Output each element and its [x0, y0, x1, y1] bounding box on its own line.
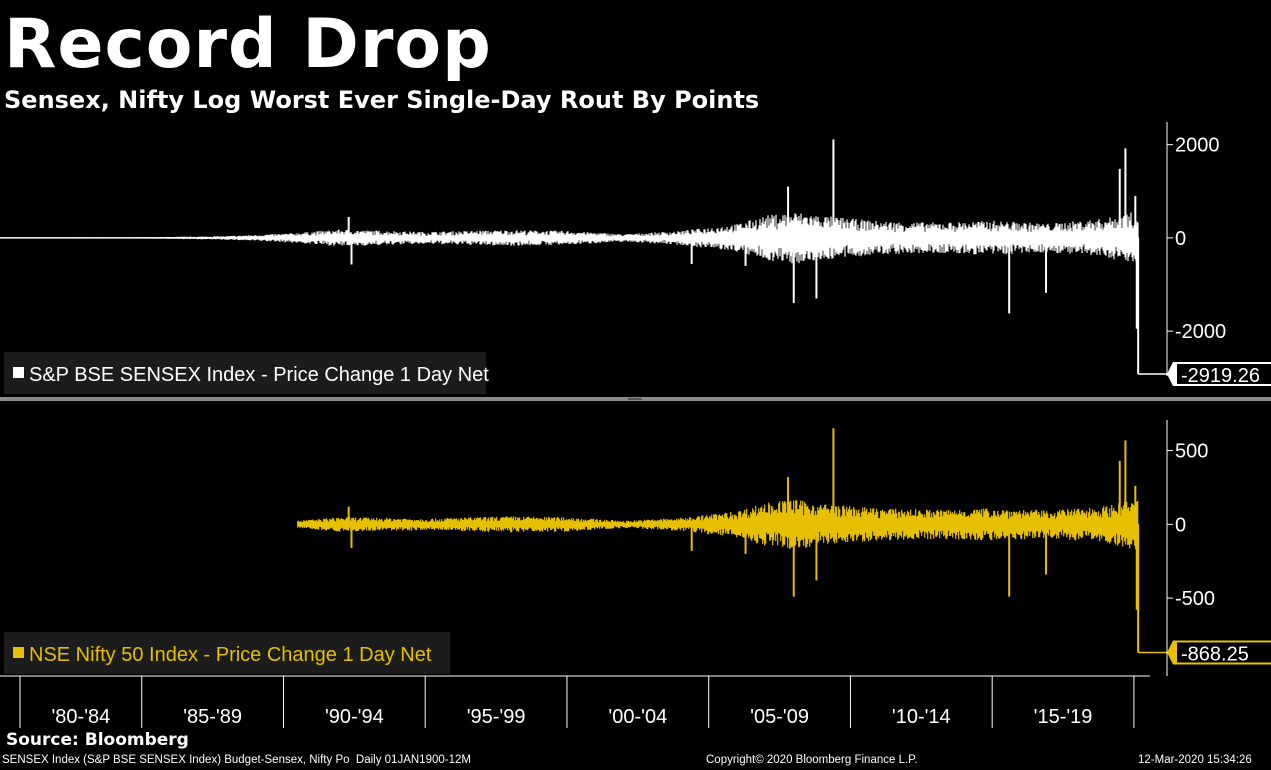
- nifty-last-value-box: [1177, 642, 1271, 663]
- nifty-last-value-label: -868.25: [1181, 643, 1249, 665]
- nifty-legend-box: [4, 632, 450, 674]
- nifty-y-tick-label: 0: [1175, 514, 1186, 536]
- x-tick-label: '15-'19: [1034, 706, 1093, 728]
- x-tick-label: '10-'14: [892, 706, 951, 728]
- sensex-y-tick-label: 0: [1175, 228, 1186, 250]
- sensex-legend-label: S&P BSE SENSEX Index - Price Change 1 Da…: [29, 364, 489, 386]
- sensex-y-tick-label: -2000: [1175, 321, 1226, 343]
- sensex-last-value-label: -2919.26: [1181, 365, 1260, 387]
- source-label: Source: Bloomberg: [6, 730, 189, 750]
- x-tick-label: '00-'04: [608, 706, 667, 728]
- x-tick-label: '85-'89: [183, 706, 242, 728]
- nifty-legend-label: NSE Nifty 50 Index - Price Change 1 Day …: [29, 644, 432, 666]
- x-tick-label: '05-'09: [750, 706, 809, 728]
- nifty-panel: 500 0 -500 -868.25 NSE Nifty 50 Index - Pric…: [4, 420, 1271, 674]
- sensex-legend-swatch: [13, 367, 24, 378]
- sensex-legend: S&P BSE SENSEX Index - Price Change 1 Da…: [4, 352, 489, 394]
- x-tick-label: '80-'84: [51, 706, 110, 728]
- footer-timestamp: 12-Mar-2020 15:34:26: [1138, 754, 1252, 766]
- chart-title: Record Drop: [4, 5, 492, 84]
- x-tick-label: '90-'94: [325, 706, 384, 728]
- footer-copyright: Copyright© 2020 Bloomberg Finance L.P.: [706, 754, 918, 766]
- nifty-legend-swatch: [13, 647, 24, 658]
- nifty-y-tick-label: -500: [1175, 588, 1215, 610]
- footer-ticker-info: SENSEX Index (S&P BSE SENSEX Index) Budg…: [2, 754, 471, 766]
- sensex-y-tick-label: 2000: [1175, 135, 1220, 157]
- x-axis: '80-'84 '85-'89 '90-'94 '95-'99 '00-'04 '05-'…: [0, 640, 1168, 728]
- sensex-legend-box: [4, 352, 486, 394]
- sensex-panel: 2000 0 -2000 -2919.26 S&P BSE SENSEX Index -…: [0, 122, 1271, 394]
- x-tick-label: '95-'99: [467, 706, 526, 728]
- chart-subtitle: Sensex, Nifty Log Worst Ever Single-Day …: [4, 86, 760, 114]
- nifty-y-tick-label: 500: [1175, 441, 1208, 463]
- sensex-last-value-box: [1177, 364, 1271, 384]
- nifty-legend: NSE Nifty 50 Index - Price Change 1 Day …: [4, 632, 450, 674]
